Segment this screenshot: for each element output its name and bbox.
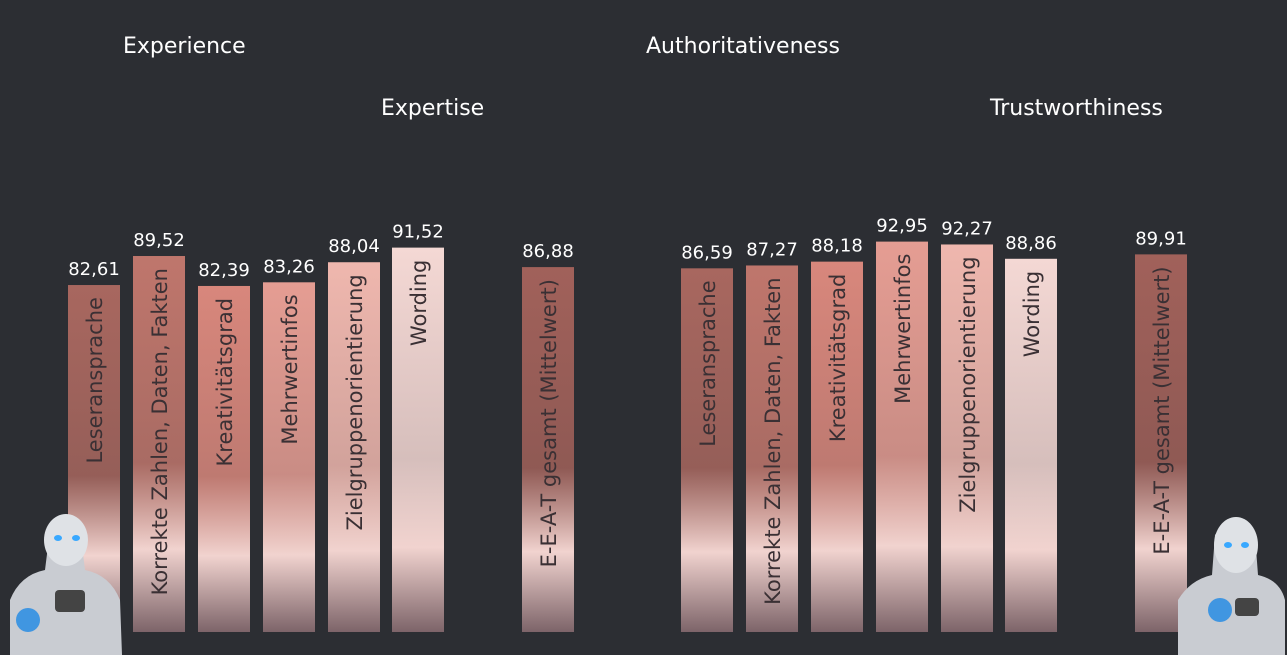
section-heading: Authoritativeness (646, 34, 840, 59)
bar (746, 265, 798, 632)
category-label: Mehrwertinfos (278, 294, 302, 444)
category-label: Leseransprache (83, 297, 107, 463)
category-label: E-E-A-T gesamt (Mittelwert) (537, 279, 561, 567)
value-label: 88,86 (1005, 233, 1057, 254)
bar (198, 285, 250, 632)
category-label: Mehrwertinfos (891, 254, 915, 404)
bar (522, 267, 574, 632)
category-label: Kreativitätsgrad (213, 298, 237, 467)
bar (133, 256, 185, 632)
section-heading: Expertise (381, 96, 484, 121)
value-label: 83,26 (263, 256, 315, 277)
bars: 82,61 Leseransprache 89,52 Korrekte Zahlen,… (68, 216, 1187, 633)
category-label: Zielgruppenorientierung (343, 274, 367, 530)
value-label: 88,04 (328, 236, 380, 257)
value-label: 88,18 (811, 236, 863, 257)
bar (1135, 254, 1187, 633)
category-label: Wording (1020, 271, 1044, 357)
category-label: Korrekte Zahlen, Daten, Fakten (148, 268, 172, 595)
value-label: 86,59 (681, 242, 733, 263)
section-heading: Experience (123, 34, 246, 59)
value-label: 86,88 (522, 241, 574, 262)
category-label: Leseransprache (696, 280, 720, 446)
bar (263, 282, 315, 632)
value-label: 92,95 (876, 216, 928, 237)
robot-right (1178, 517, 1285, 655)
value-label: 92,27 (941, 218, 993, 239)
bar (392, 247, 444, 632)
value-label: 89,52 (133, 230, 185, 251)
bar (811, 261, 863, 632)
category-label: Wording (407, 260, 431, 346)
bar (941, 244, 993, 632)
value-label: 87,27 (746, 239, 798, 260)
bar (1005, 258, 1057, 632)
value-label: 91,52 (392, 222, 444, 243)
category-label: Zielgruppenorientierung (956, 256, 980, 512)
bar (681, 268, 733, 632)
bar (876, 241, 928, 633)
bar (328, 262, 380, 632)
section-heading: Trustworthiness (989, 96, 1163, 121)
value-label: 82,39 (198, 260, 250, 281)
category-label: E-E-A-T gesamt (Mittelwert) (1150, 266, 1174, 554)
value-label: 82,61 (68, 259, 120, 280)
robot-left (10, 514, 122, 655)
category-label: Korrekte Zahlen, Daten, Fakten (761, 277, 785, 604)
category-label: Kreativitätsgrad (826, 274, 850, 443)
value-label: 89,91 (1135, 228, 1187, 249)
